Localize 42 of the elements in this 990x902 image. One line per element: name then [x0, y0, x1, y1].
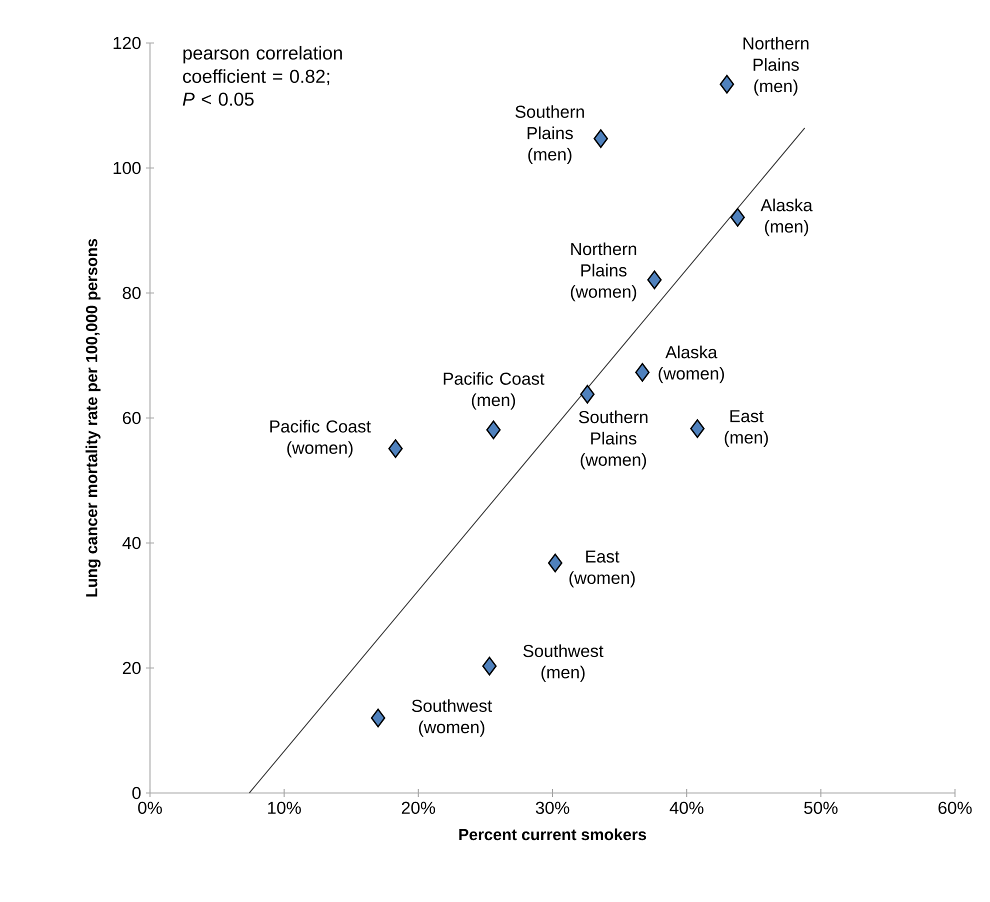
y-tick-label: 40 — [122, 536, 141, 550]
annotation: Alaska (men) — [760, 198, 813, 236]
x-tick-label: 30% — [536, 802, 570, 814]
y-tick-label: 100 — [114, 162, 141, 174]
point — [635, 362, 650, 382]
y-tick-label: 60 — [122, 412, 141, 424]
annotation: Northern Plains (men) — [744, 36, 808, 96]
y-tick-label: 80 — [122, 286, 141, 300]
annotation: Southwest (women) — [412, 699, 492, 737]
annotation: Southern Plains (women) — [579, 410, 648, 470]
y-tick-label: 20 — [122, 662, 141, 674]
point — [580, 384, 595, 404]
annotation: East (women) — [569, 550, 635, 588]
annotation: Northern Plains (women) — [570, 242, 636, 302]
point — [647, 270, 662, 290]
annotation: P < 0.05 — [182, 92, 254, 106]
x-tick-label: 0% — [138, 802, 162, 814]
annotation: Southern Plains (men) — [515, 105, 584, 164]
point — [594, 129, 608, 148]
point — [720, 74, 734, 94]
x-axis-title: Percent current smokers — [459, 828, 646, 840]
y-tick-label: 0 — [132, 786, 141, 800]
annotation: Alaska (women) — [658, 346, 724, 384]
point — [482, 656, 497, 676]
annotation: Southwest (men) — [523, 644, 604, 682]
x-tick-label: 20% — [402, 802, 436, 814]
annotation: East (men) — [724, 410, 768, 448]
annotation: Pacific Coast (men) — [444, 372, 544, 410]
x-tick-label: 50% — [804, 802, 838, 814]
point — [690, 419, 705, 438]
point — [388, 439, 403, 458]
annotation: Pacific Coast (women) — [270, 420, 371, 458]
x-tick-label: 60% — [938, 802, 972, 814]
point — [548, 554, 562, 572]
y-axis-title: Lung cancer mortality rate per 100,000 persons — [86, 239, 101, 597]
annotation: pearson correlation coefficient = 0.82; — [183, 46, 342, 86]
y-tick-label: 120 — [114, 36, 141, 50]
point — [730, 208, 745, 227]
point — [370, 708, 386, 728]
x-tick-label: 10% — [268, 802, 301, 814]
point — [486, 420, 501, 440]
x-tick-label: 40% — [670, 802, 704, 814]
